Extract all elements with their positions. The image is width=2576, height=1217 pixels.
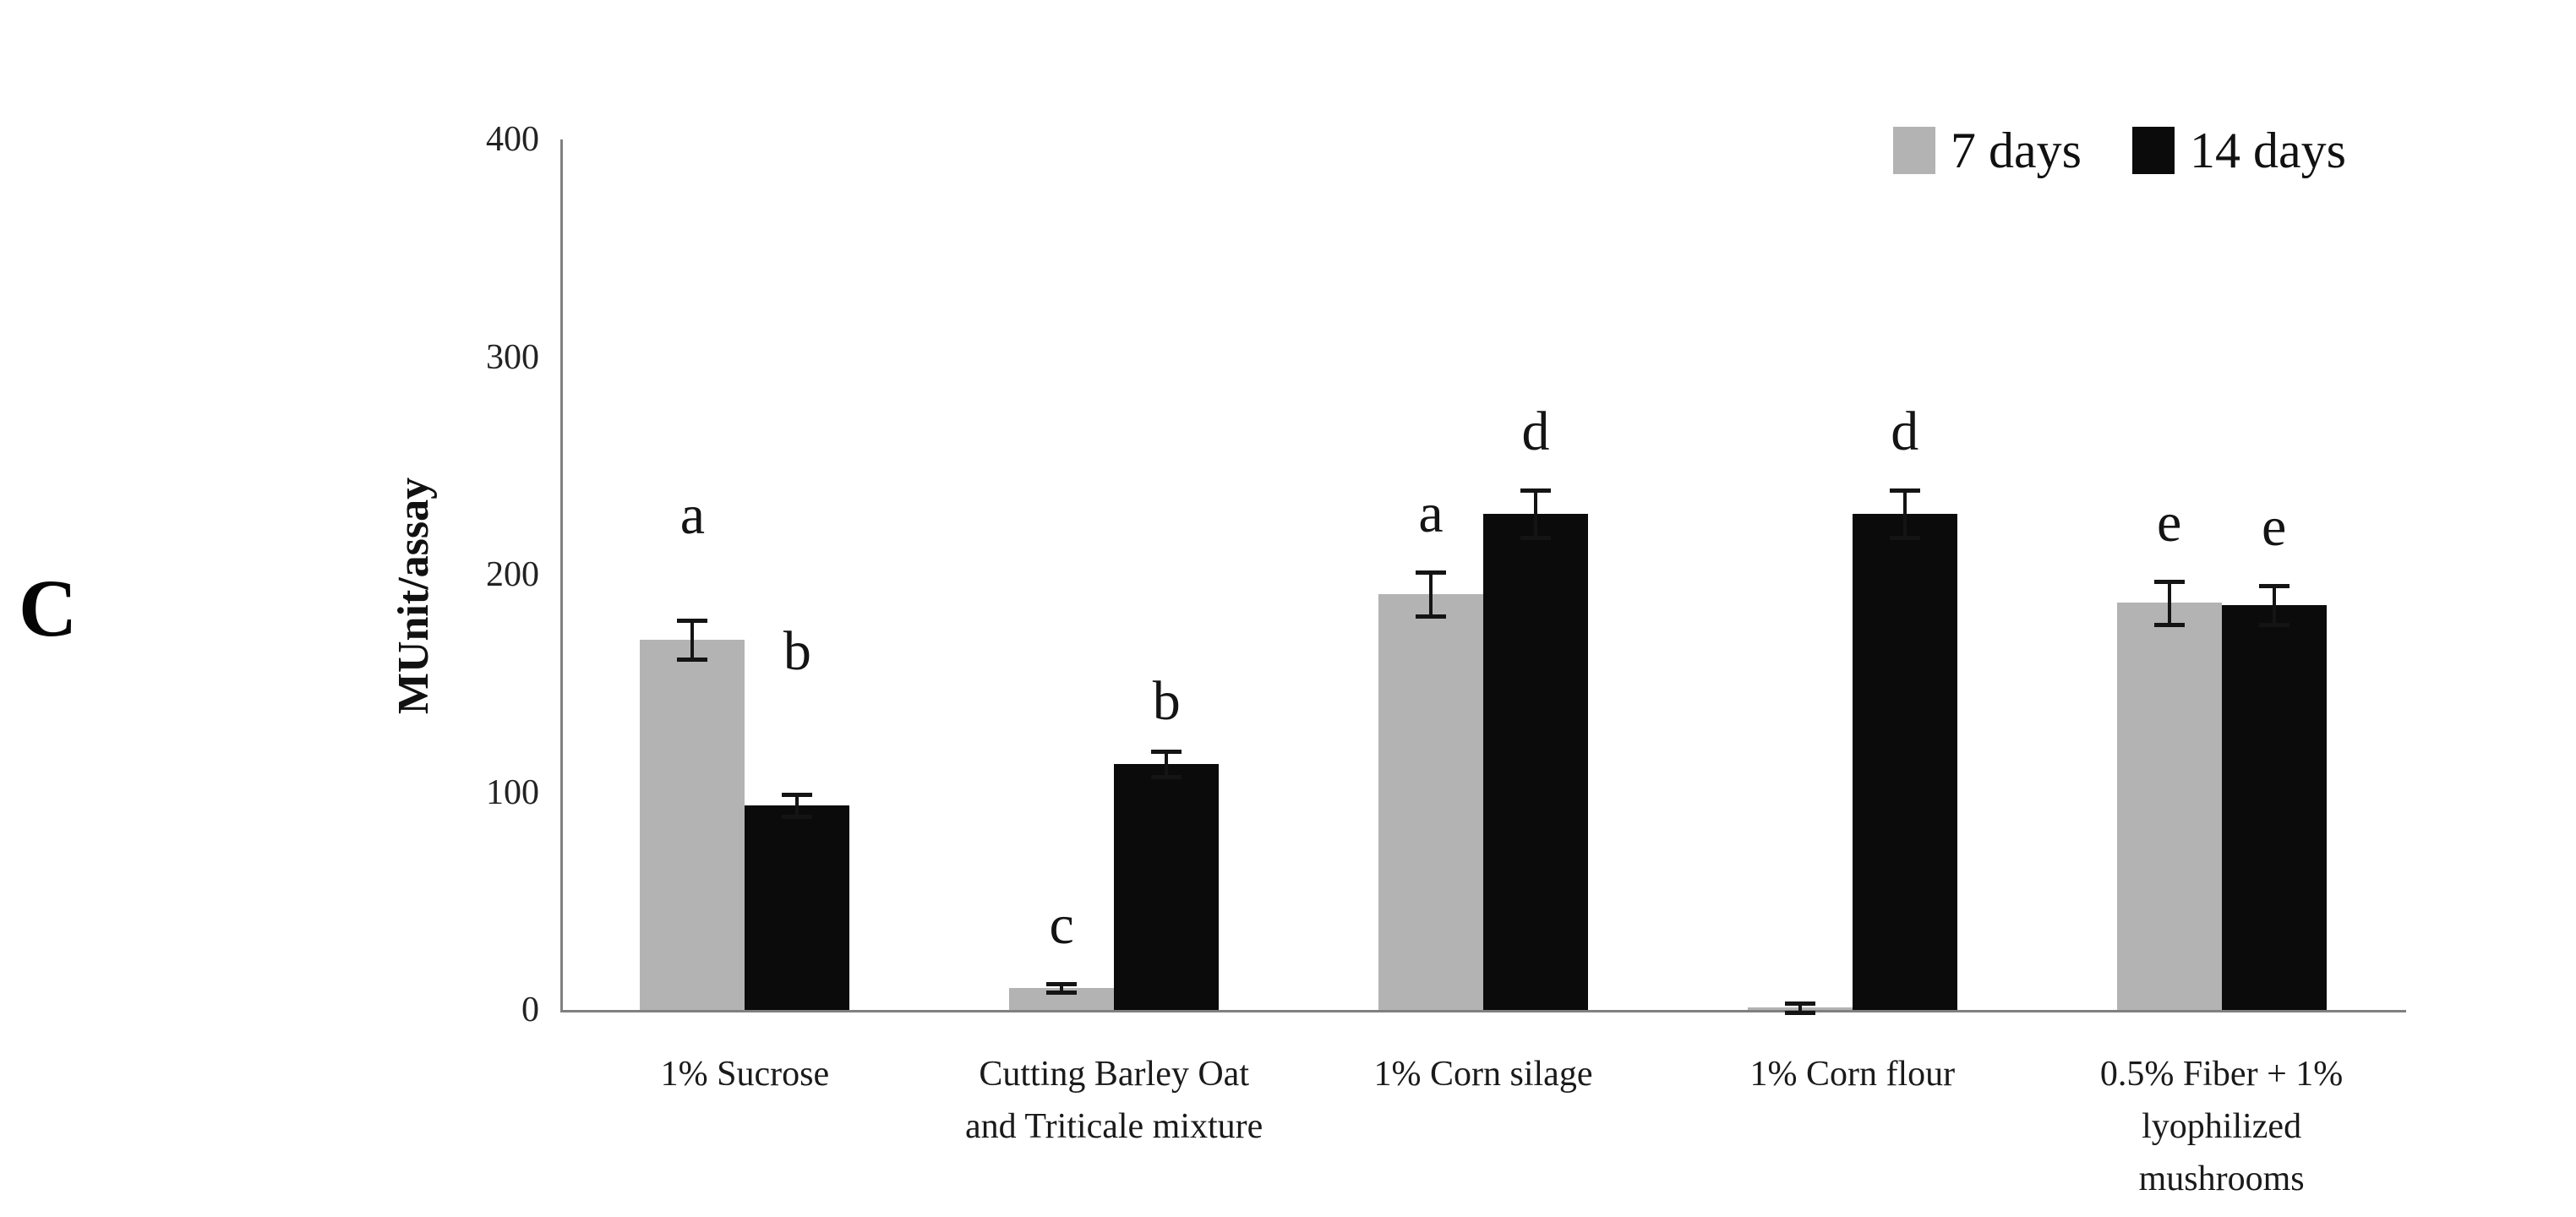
panel-letter-label: C [19,563,78,653]
error-bar-cap [1416,570,1446,576]
significance-letter: b [783,620,811,683]
category-label: 1% Corn silage [1263,1048,1703,1100]
bar [745,805,850,1010]
legend-swatch-icon [1893,127,1935,174]
error-bar-cap [2258,623,2289,628]
error-bar [1165,750,1169,778]
error-bar-cap [1784,1010,1815,1015]
bar [1114,764,1220,1010]
error-bar-cap [782,814,813,819]
legend-swatch-icon [2131,127,2175,174]
category-label-line: 1% Corn silage [1373,1055,1593,1094]
y-axis-line [560,139,563,1010]
bar [2221,605,2327,1010]
legend-label: 14 days [2189,123,2346,178]
category-label: 1% Corn flour [1633,1048,2072,1100]
error-bar-cap [1046,991,1078,996]
category-label: 0.5% Fiber + 1% lyophilized mushrooms [2002,1048,2442,1205]
legend-item: 7 days [1893,125,2082,176]
category-label-line: mushrooms [2138,1160,2305,1198]
error-bar-cap [677,619,708,624]
significance-letter: d [1521,400,1550,462]
error-bar [2272,585,2276,625]
error-bar-cap [1889,536,1920,541]
error-bar-cap [1520,536,1551,541]
x-axis-line [560,1010,2406,1012]
significance-letter: d [1891,400,1919,462]
bar [2116,603,2222,1010]
category-label-line: lyophilized [2142,1107,2302,1146]
y-tick-label: 400 [486,120,539,159]
significance-letter: c [1049,894,1074,957]
error-bar [1429,572,1433,616]
category-label-line: 0.5% Fiber + 1% [2099,1055,2344,1094]
error-bar-cap [1416,614,1446,619]
significance-letter: a [1418,483,1444,545]
error-bar-cap [677,658,708,663]
bar [1852,513,1957,1010]
bar [1483,513,1588,1010]
error-bar-cap [2153,579,2185,584]
legend-label: 7 days [1951,123,2082,178]
y-tick-label: 0 [521,991,539,1029]
category-label-line: 1% Corn flour [1749,1055,1956,1094]
error-bar [795,794,800,816]
y-tick-label: 300 [486,337,539,377]
y-tick-label: 200 [486,555,539,594]
error-bar [1534,489,1537,538]
y-axis-title: MUnit/assay [390,477,438,715]
error-bar-cap [1520,488,1551,493]
significance-letter: a [679,484,706,547]
y-tick-label: 100 [486,772,539,812]
bar [640,640,745,1010]
error-bar-cap [2153,623,2185,628]
error-bar-cap [1889,488,1920,493]
error-bar [690,620,695,660]
error-bar [1060,984,1064,993]
error-bar-cap [1151,749,1182,754]
legend-item: 14 days [2131,123,2346,178]
significance-letter: b [1152,669,1181,732]
category-label-line: and Triticale mixture [965,1107,1263,1146]
error-bar [2167,581,2171,625]
category-label-line: 1% Sucrose [660,1055,830,1094]
bar [1378,594,1483,1010]
error-bar-cap [1046,982,1078,987]
significance-letter: e [2156,491,2182,554]
error-bar [1902,489,1907,538]
error-bar [1798,1003,1802,1012]
category-label-line: Cutting Barley Oat [979,1055,1249,1094]
category-label: Cutting Barley Oat and Triticale mixture [894,1048,1334,1153]
category-label: 1% Sucrose [525,1048,964,1100]
error-bar-cap [782,793,813,798]
error-bar-cap [1151,775,1182,780]
chart-legend: 7 days 14 days [1893,125,2346,176]
error-bar-cap [1784,1001,1815,1007]
error-bar-cap [2258,583,2289,588]
significance-letter: e [2261,495,2287,558]
